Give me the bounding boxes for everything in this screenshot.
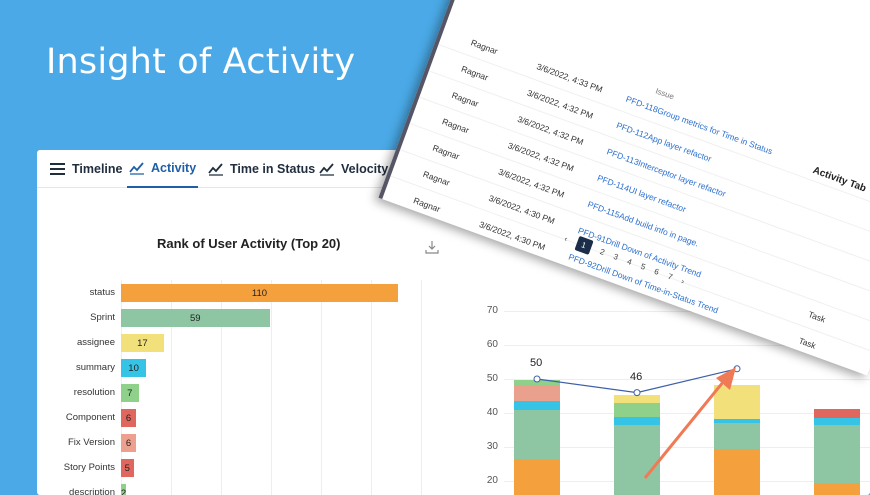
- bar-value-label: 110: [251, 287, 268, 299]
- grid-line: [504, 311, 870, 312]
- trend-value-label: 50: [530, 357, 543, 369]
- trend-icon: [129, 162, 144, 175]
- category-label: assignee: [76, 337, 115, 348]
- grid-line: [371, 280, 372, 495]
- grid-line: [504, 447, 870, 448]
- grid-line: [221, 280, 222, 495]
- bar-value-label: 10: [128, 362, 139, 374]
- bar-value-label: 6: [125, 412, 132, 424]
- grid-line: [321, 280, 322, 495]
- tab-time-in-status-label: Time in Status: [230, 162, 316, 176]
- trend-value-label: 46: [630, 370, 643, 383]
- bar[interactable]: 59: [121, 309, 270, 327]
- stack-segment[interactable]: [714, 449, 760, 495]
- trend-icon: [319, 163, 334, 176]
- stack-segment[interactable]: [514, 410, 560, 459]
- tab-activity-label: Activity: [151, 161, 197, 175]
- y-tick-label: 70: [486, 305, 498, 316]
- stack-segment[interactable]: [614, 425, 660, 495]
- category-label: Story Points: [63, 462, 115, 473]
- y-tick-label: 60: [486, 339, 498, 350]
- category-label: summary: [75, 362, 115, 373]
- tab-timeline[interactable]: Timeline: [50, 150, 122, 188]
- bar[interactable]: 2: [121, 484, 126, 495]
- stack-segment[interactable]: [814, 425, 860, 483]
- stack-segment[interactable]: [714, 385, 760, 419]
- stack-segment[interactable]: [614, 395, 660, 403]
- category-label: description: [69, 487, 115, 495]
- stack-segment[interactable]: [514, 401, 560, 410]
- y-tick-label: 40: [486, 407, 498, 418]
- bar[interactable]: 5: [121, 459, 134, 477]
- trend-line: [533, 365, 741, 397]
- stack-segment[interactable]: [714, 423, 760, 449]
- stack-segment[interactable]: [814, 418, 860, 425]
- bar-value-label: 5: [124, 462, 130, 474]
- trend-icon: [208, 163, 223, 176]
- bar-value-label: 59: [189, 312, 201, 324]
- y-tick-label: 50: [486, 373, 498, 384]
- stack-segment[interactable]: [514, 459, 560, 495]
- category-label: resolution: [73, 387, 115, 398]
- tab-velocity[interactable]: Velocity: [319, 150, 388, 188]
- bar[interactable]: 6: [121, 409, 137, 427]
- download-icon[interactable]: [425, 240, 439, 254]
- grid-line: [421, 280, 422, 495]
- bar-value-label: 6: [125, 437, 132, 449]
- tab-time-in-status[interactable]: Time in Status: [208, 150, 315, 188]
- bar[interactable]: 17: [121, 334, 164, 352]
- stack-segment[interactable]: [514, 385, 560, 401]
- grid-line: [171, 280, 172, 495]
- bar-value-label: 7: [127, 387, 133, 399]
- bar-value-label: 2: [120, 487, 127, 495]
- page-headline: Insight of Activity: [46, 42, 356, 82]
- trend-point: [533, 375, 541, 383]
- bar[interactable]: 7: [121, 384, 139, 402]
- tab-activity[interactable]: Activity: [127, 150, 199, 188]
- bar[interactable]: 10: [121, 359, 147, 377]
- grid-line: [271, 280, 272, 495]
- stack-segment[interactable]: [614, 417, 660, 425]
- grid-line: [504, 413, 870, 414]
- y-tick-label: 20: [486, 475, 498, 486]
- tab-timeline-label: Timeline: [72, 162, 123, 176]
- category-label: Fix Version: [68, 437, 115, 448]
- list-icon: [50, 163, 65, 175]
- stack-segment[interactable]: [814, 409, 860, 418]
- y-tick-label: 30: [486, 441, 498, 452]
- bar[interactable]: 6: [121, 434, 137, 452]
- stack-segment[interactable]: [614, 403, 660, 417]
- rank-chart-title: Rank of User Activity (Top 20): [157, 236, 341, 251]
- bar[interactable]: 110: [121, 284, 398, 302]
- grid-line: [504, 345, 870, 346]
- trend-point: [633, 389, 641, 397]
- stack-segment[interactable]: [714, 419, 760, 423]
- tab-velocity-label: Velocity: [341, 162, 389, 176]
- stack-segment[interactable]: [814, 483, 860, 495]
- category-label: Sprint: [90, 312, 115, 323]
- bar-value-label: 17: [137, 337, 148, 349]
- category-label: Component: [65, 412, 115, 423]
- category-label: status: [89, 287, 115, 298]
- grid-line: [504, 379, 870, 380]
- grid-line: [504, 481, 870, 482]
